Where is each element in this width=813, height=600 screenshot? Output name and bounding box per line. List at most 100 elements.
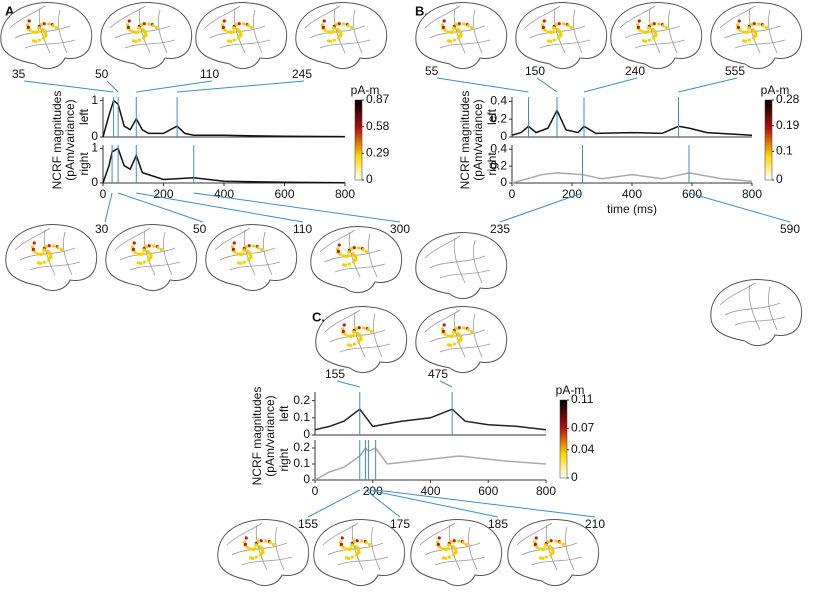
activation-dot bbox=[143, 30, 147, 34]
brain-sulcus bbox=[373, 313, 383, 358]
activation-dot bbox=[36, 261, 41, 265]
activation-dot bbox=[37, 26, 41, 30]
activation-dot bbox=[226, 39, 231, 43]
activation-dot bbox=[59, 247, 64, 252]
brain-sulcus bbox=[734, 316, 786, 326]
y-axis-label: NCRF magnitudes bbox=[250, 387, 264, 486]
colorbar-tick-label: 0.29 bbox=[366, 146, 390, 160]
latency-label: 150 bbox=[525, 64, 545, 78]
activation-dot bbox=[447, 543, 451, 547]
activation-dot bbox=[34, 30, 38, 34]
y-tick-label: 0 bbox=[500, 129, 507, 143]
latency-label: 300 bbox=[390, 222, 410, 236]
activation-dot bbox=[447, 555, 451, 559]
activation-dot bbox=[341, 254, 345, 258]
activation-dot bbox=[653, 34, 657, 38]
colorbar bbox=[354, 99, 363, 181]
brain bbox=[105, 224, 198, 292]
activation-dot bbox=[242, 260, 246, 264]
activation-dot bbox=[351, 334, 355, 338]
brain bbox=[313, 519, 406, 587]
brain-sulcus bbox=[424, 542, 481, 556]
activation-dot bbox=[260, 551, 264, 555]
activation-dot bbox=[344, 547, 348, 551]
brain bbox=[195, 2, 288, 70]
activation-dot bbox=[557, 22, 561, 26]
activation-dot bbox=[142, 22, 146, 26]
brain-sulcus bbox=[424, 309, 461, 333]
activation-dot bbox=[366, 328, 370, 332]
activation-dot bbox=[455, 23, 459, 27]
activation-dot bbox=[252, 244, 256, 248]
brain-sulcus bbox=[768, 9, 778, 54]
brain-sulcus bbox=[143, 229, 156, 276]
activation-dot bbox=[544, 543, 548, 547]
brain-sulcus bbox=[419, 522, 456, 546]
activation-dot bbox=[558, 30, 562, 34]
activation-dot bbox=[543, 547, 547, 551]
activation-dot bbox=[343, 332, 347, 336]
activation-dot bbox=[254, 543, 258, 547]
activation-dot bbox=[332, 26, 336, 30]
activation-dot bbox=[444, 547, 448, 551]
activation-dot bbox=[140, 23, 144, 27]
activation-dot bbox=[744, 30, 748, 34]
brain bbox=[710, 2, 803, 70]
activation-dot bbox=[147, 22, 151, 26]
activation-dot bbox=[441, 25, 445, 29]
activation-dot bbox=[542, 19, 546, 23]
brain-sulcus bbox=[229, 261, 281, 271]
activation-dot bbox=[533, 542, 537, 546]
activation-dot bbox=[346, 334, 350, 338]
x-tick-label: 800 bbox=[335, 187, 355, 201]
activation-dot bbox=[338, 30, 342, 34]
colorbar-tick-label: 0 bbox=[776, 172, 783, 186]
activation-dot bbox=[441, 547, 445, 551]
hemisphere-label: right bbox=[77, 152, 91, 176]
activation-dot bbox=[558, 541, 562, 545]
activation-dot bbox=[458, 334, 462, 338]
activation-dot bbox=[322, 19, 326, 23]
brain bbox=[295, 2, 388, 70]
x-tick-label: 800 bbox=[536, 484, 556, 498]
activation-dot bbox=[25, 23, 30, 27]
activation-dot bbox=[644, 30, 648, 34]
activation-dot bbox=[449, 334, 453, 338]
brain-sulcus bbox=[539, 39, 591, 49]
brain-sulcus bbox=[209, 25, 266, 39]
brain-sulcus bbox=[424, 235, 461, 259]
activation-dot bbox=[229, 30, 233, 34]
brain-sulcus bbox=[214, 227, 251, 251]
brain-sulcus bbox=[109, 5, 146, 29]
colorbar-tick-label: 0.58 bbox=[366, 119, 390, 133]
activation-dot bbox=[321, 25, 325, 29]
colorbar bbox=[559, 399, 568, 479]
brain-sulcus bbox=[724, 302, 781, 316]
activation-dot bbox=[469, 329, 474, 334]
activation-dot bbox=[31, 30, 35, 34]
latency-connector bbox=[136, 80, 213, 93]
activation-dot bbox=[469, 25, 474, 30]
latency-connector bbox=[375, 489, 596, 518]
activation-dot bbox=[352, 330, 356, 334]
activation-dot bbox=[661, 24, 665, 28]
y-tick-label: 1 bbox=[91, 93, 98, 107]
activation-dot bbox=[248, 252, 252, 256]
brain-sulcus bbox=[43, 229, 56, 276]
activation-dot bbox=[544, 555, 548, 559]
activation-dot bbox=[441, 329, 445, 333]
brain-sulcus bbox=[226, 522, 263, 546]
brain-sulcus bbox=[322, 522, 359, 546]
hemisphere-label: left bbox=[485, 108, 499, 125]
activation-dot bbox=[458, 34, 462, 38]
brain bbox=[315, 306, 408, 374]
brain-sulcus bbox=[473, 239, 483, 284]
activation-dot bbox=[353, 254, 357, 258]
activation-dot bbox=[635, 23, 640, 27]
activation-dot bbox=[647, 38, 651, 42]
x-tick-label: 200 bbox=[562, 187, 582, 201]
brain-sulcus bbox=[319, 229, 356, 253]
latency-connector bbox=[499, 192, 583, 223]
activation-dot bbox=[664, 25, 669, 30]
